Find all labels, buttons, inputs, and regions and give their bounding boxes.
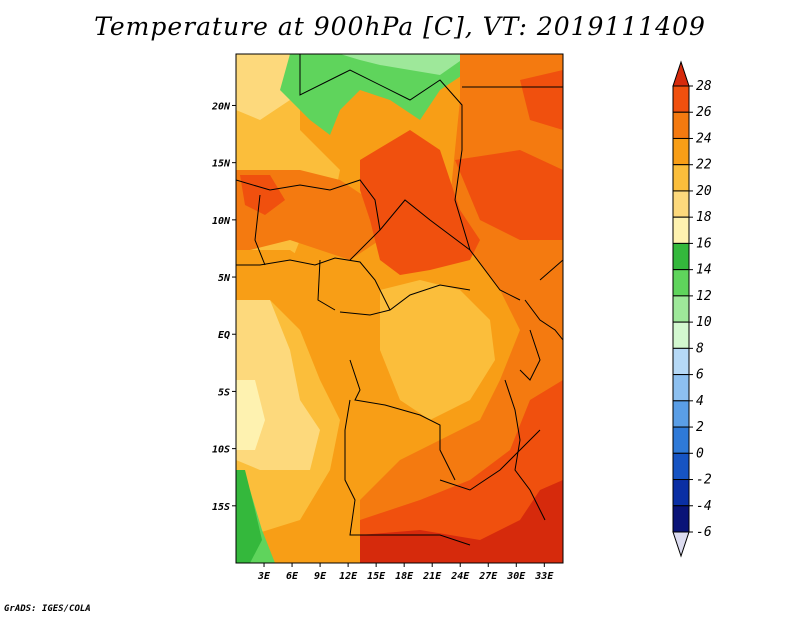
lon-tick-label: 24E <box>450 571 470 582</box>
temperature-band-26b <box>455 150 563 240</box>
colorbar-label: 24 <box>696 131 712 146</box>
colorbar-label: -2 <box>696 473 712 488</box>
map-frame <box>235 53 564 564</box>
colorbar-label: 4 <box>696 394 704 409</box>
lat-tick-label: 15S <box>212 502 230 513</box>
colorbar-swatch <box>672 190 690 218</box>
credit-text: GrADS: IGES/COLA <box>4 604 91 614</box>
lat-tick-label: 5S <box>218 387 230 398</box>
country-borders <box>236 54 563 546</box>
lon-tick-label: 15E <box>367 571 386 582</box>
colorbar-swatch <box>672 374 690 402</box>
colorbar-label: 12 <box>696 289 712 304</box>
colorbar-top-arrow <box>672 60 690 87</box>
colorbar-swatch <box>672 269 690 297</box>
colorbar-label: 26 <box>696 105 712 120</box>
lat-tick-label: 15N <box>212 159 231 170</box>
axis-ticks: 3E 6E 9E 12E 15E 18E 21E 24E 27E 30E 33E 20N 15N 10N 5… <box>211 101 554 582</box>
colorbar-swatch <box>672 85 690 113</box>
colorbar-label: -4 <box>696 499 712 514</box>
lat-tick-label: 10S <box>212 445 230 456</box>
colorbar-label: 14 <box>696 263 712 278</box>
temperature-band-10 <box>340 54 470 75</box>
colorbar-swatch <box>672 505 690 533</box>
temperature-band-22b <box>236 250 330 330</box>
lon-tick-label: 3E <box>257 571 271 582</box>
colorbar-label: 8 <box>696 341 704 356</box>
lat-tick-label: 10N <box>212 216 231 227</box>
lon-tick-label: 12E <box>339 571 358 582</box>
colorbar-label: 16 <box>696 236 712 251</box>
lon-tick-label: 27E <box>478 571 498 582</box>
colorbar-bottom-arrow <box>672 531 690 558</box>
colorbar-swatch <box>672 479 690 507</box>
temperature-band-20b <box>380 280 495 420</box>
temperature-band-18b <box>236 54 300 120</box>
colorbar-label: 18 <box>696 210 712 225</box>
chart-title: Temperature at 900hPa [C], VT: 201911140… <box>94 12 706 41</box>
colorbar-swatch <box>672 216 690 244</box>
temperature-band-14 <box>236 470 262 563</box>
temperature-band-26d <box>360 380 563 563</box>
lat-tick-label: 5N <box>218 273 231 284</box>
colorbar-label: 10 <box>696 315 712 330</box>
lon-tick-label: 21E <box>422 571 442 582</box>
colorbar-label: 20 <box>696 184 712 199</box>
colorbar-swatch <box>672 295 690 323</box>
colorbar-swatch <box>672 164 690 192</box>
colorbar-label: 22 <box>696 158 712 173</box>
colorbar-swatch <box>672 137 690 166</box>
lat-tick-label: 20N <box>211 101 231 112</box>
lon-tick-label: 18E <box>395 571 414 582</box>
colorbar-swatch <box>672 347 690 376</box>
colorbar-swatch <box>672 321 690 349</box>
colorbar-label: 0 <box>696 446 704 461</box>
lon-tick-label: 33E <box>534 571 554 582</box>
colorbar-label: -6 <box>696 525 712 540</box>
colorbar-swatch <box>672 242 690 271</box>
colorbar-label: 28 <box>696 79 712 94</box>
temperature-band-26 <box>360 130 480 275</box>
temperature-band-16 <box>236 380 265 450</box>
colorbar-swatch <box>672 426 690 454</box>
temperature-band-12 <box>280 54 470 135</box>
colorbar-label: 6 <box>696 368 704 383</box>
colorbar-swatch <box>672 452 690 481</box>
colorbar-swatch <box>672 400 690 428</box>
colorbar-swatch <box>672 111 690 139</box>
lat-tick-label: EQ <box>218 330 230 341</box>
temperature-field <box>236 54 563 563</box>
lon-tick-label: 30E <box>506 571 526 582</box>
lon-tick-label: 6E <box>286 571 299 582</box>
lon-tick-label: 9E <box>314 571 327 582</box>
temperature-band-28 <box>360 480 563 563</box>
temperature-band-26c <box>520 70 563 130</box>
colorbar-label: 2 <box>696 420 704 435</box>
